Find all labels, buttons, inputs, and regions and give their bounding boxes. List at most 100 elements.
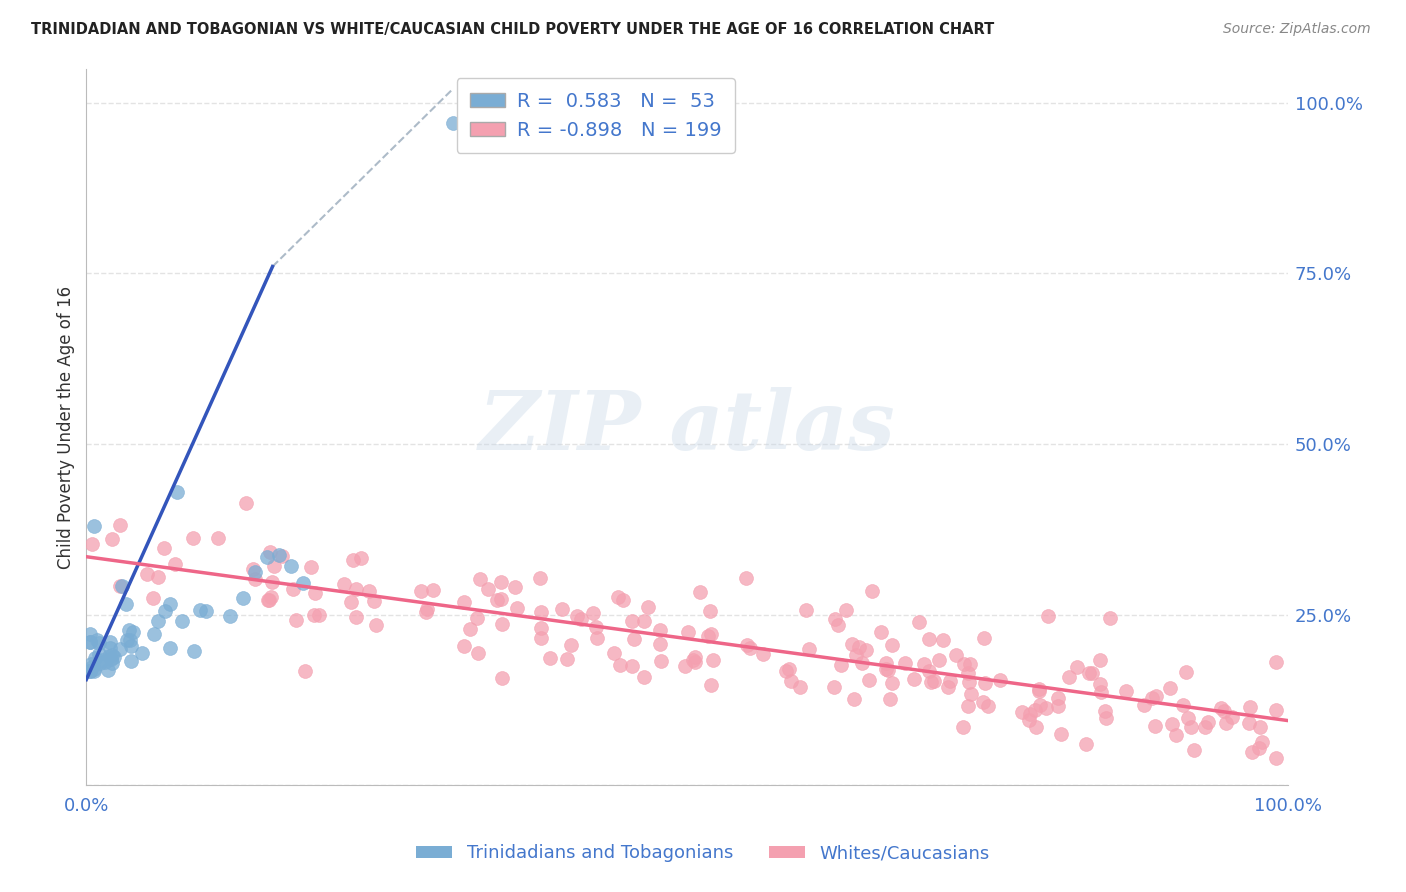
Point bbox=[529, 571, 551, 585]
Point bbox=[1025, 720, 1047, 734]
Point bbox=[108, 579, 131, 593]
Point bbox=[86, 632, 108, 647]
Point bbox=[101, 656, 124, 670]
Point bbox=[538, 651, 561, 665]
Point bbox=[1237, 715, 1260, 730]
Point bbox=[529, 621, 551, 635]
Point bbox=[93, 656, 115, 670]
Point bbox=[332, 577, 354, 591]
Point bbox=[824, 612, 846, 626]
Point bbox=[928, 653, 950, 667]
Point bbox=[876, 663, 898, 677]
Point bbox=[101, 533, 124, 547]
Point bbox=[422, 582, 444, 597]
Point bbox=[207, 532, 229, 546]
Point bbox=[1220, 710, 1243, 724]
Point bbox=[571, 612, 593, 626]
Point bbox=[304, 586, 326, 600]
Point bbox=[827, 617, 849, 632]
Point bbox=[110, 517, 132, 532]
Point bbox=[299, 560, 322, 574]
Point bbox=[735, 571, 758, 585]
Point bbox=[880, 676, 903, 690]
Point bbox=[291, 576, 314, 591]
Point bbox=[1249, 720, 1271, 734]
Point bbox=[648, 637, 671, 651]
Point bbox=[1239, 700, 1261, 714]
Point bbox=[284, 614, 307, 628]
Point bbox=[231, 591, 253, 606]
Point bbox=[855, 643, 877, 657]
Point bbox=[263, 559, 285, 574]
Point bbox=[607, 590, 630, 604]
Point bbox=[79, 635, 101, 649]
Point bbox=[470, 572, 492, 586]
Point bbox=[841, 637, 863, 651]
Point bbox=[1050, 727, 1073, 741]
Point bbox=[621, 659, 644, 673]
Point bbox=[148, 614, 170, 628]
Point bbox=[959, 657, 981, 671]
Point bbox=[633, 614, 655, 628]
Point bbox=[633, 670, 655, 684]
Point bbox=[936, 680, 959, 694]
Point bbox=[159, 640, 181, 655]
Point bbox=[441, 116, 464, 130]
Point bbox=[346, 582, 368, 597]
Point bbox=[486, 593, 509, 607]
Point bbox=[903, 672, 925, 686]
Legend: R =  0.583   N =  53, R = -0.898   N = 199: R = 0.583 N = 53, R = -0.898 N = 199 bbox=[457, 78, 735, 153]
Point bbox=[364, 618, 387, 632]
Point bbox=[256, 550, 278, 565]
Point bbox=[1035, 701, 1057, 715]
Point bbox=[363, 594, 385, 608]
Point bbox=[115, 597, 138, 611]
Point bbox=[416, 601, 439, 615]
Point bbox=[83, 519, 105, 533]
Point bbox=[1174, 665, 1197, 679]
Point bbox=[1264, 703, 1286, 717]
Point bbox=[1144, 689, 1167, 703]
Point bbox=[1182, 743, 1205, 757]
Point bbox=[1094, 704, 1116, 718]
Point bbox=[110, 642, 132, 657]
Point bbox=[270, 549, 292, 563]
Point bbox=[120, 639, 142, 653]
Point bbox=[683, 655, 706, 669]
Point bbox=[491, 575, 513, 590]
Point bbox=[1143, 719, 1166, 733]
Point bbox=[1197, 715, 1219, 730]
Point bbox=[582, 606, 605, 620]
Point bbox=[560, 638, 582, 652]
Point bbox=[932, 632, 955, 647]
Point bbox=[79, 627, 101, 641]
Point bbox=[794, 602, 817, 616]
Point bbox=[696, 629, 718, 643]
Point bbox=[1194, 720, 1216, 734]
Point bbox=[1264, 656, 1286, 670]
Point bbox=[100, 652, 122, 666]
Point bbox=[1177, 710, 1199, 724]
Point bbox=[97, 648, 120, 663]
Point bbox=[465, 611, 488, 625]
Text: Source: ZipAtlas.com: Source: ZipAtlas.com bbox=[1223, 22, 1371, 37]
Point bbox=[676, 625, 699, 640]
Point bbox=[565, 609, 588, 624]
Point bbox=[623, 632, 645, 646]
Point bbox=[700, 678, 723, 692]
Point bbox=[172, 614, 194, 628]
Point bbox=[89, 636, 111, 650]
Point bbox=[1028, 682, 1050, 697]
Point bbox=[1046, 698, 1069, 713]
Point bbox=[183, 644, 205, 658]
Point bbox=[181, 531, 204, 545]
Point bbox=[637, 600, 659, 615]
Point bbox=[778, 662, 800, 676]
Text: TRINIDADIAN AND TOBAGONIAN VS WHITE/CAUCASIAN CHILD POVERTY UNDER THE AGE OF 16 : TRINIDADIAN AND TOBAGONIAN VS WHITE/CAUC… bbox=[31, 22, 994, 37]
Point bbox=[340, 595, 363, 609]
Point bbox=[609, 658, 631, 673]
Point bbox=[79, 664, 101, 678]
Point bbox=[650, 654, 672, 668]
Point bbox=[918, 632, 941, 646]
Point bbox=[342, 553, 364, 567]
